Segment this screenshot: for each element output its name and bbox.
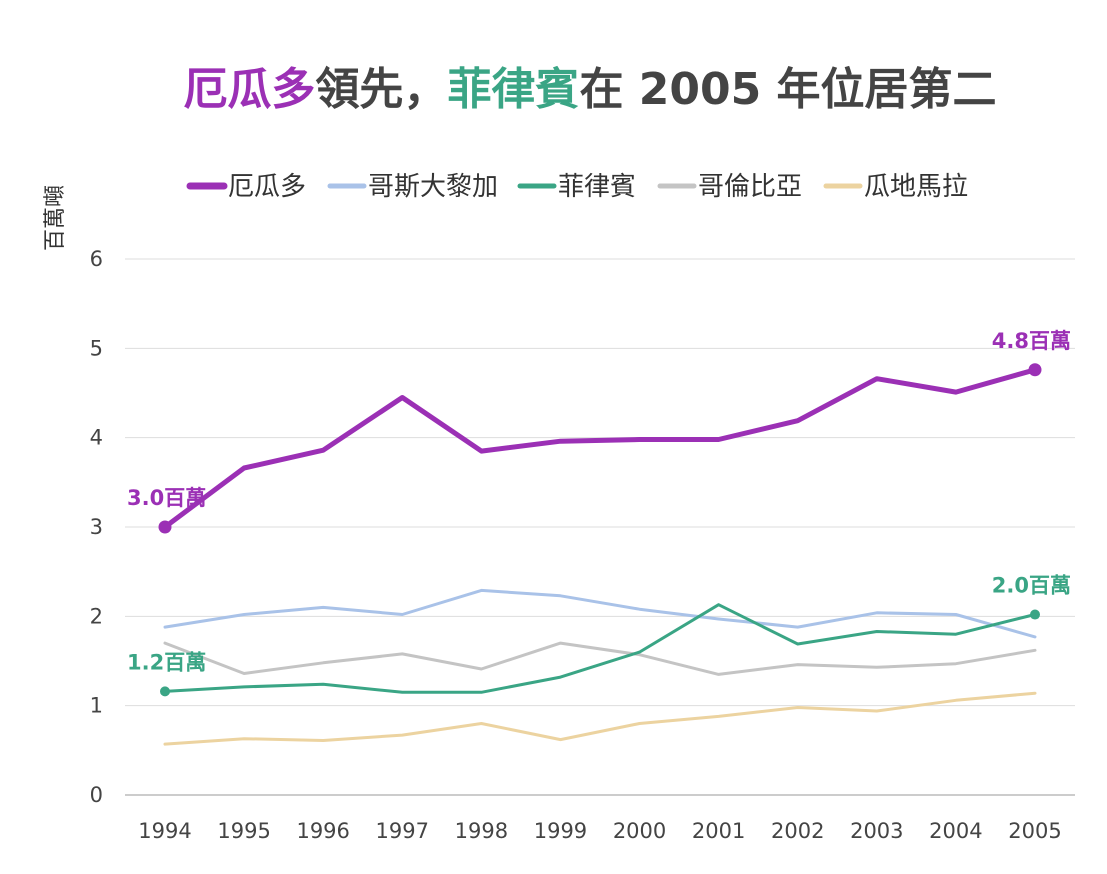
x-tick-label: 2003	[850, 819, 903, 843]
x-tick-label: 2002	[771, 819, 824, 843]
data-point-marker	[1030, 609, 1040, 620]
x-tick-label: 2004	[929, 819, 982, 843]
y-axis-ticks: 0 1 2 3 4 5 6	[90, 247, 103, 807]
x-tick-label: 1998	[455, 819, 508, 843]
data-point-marker	[1028, 363, 1042, 377]
y-axis-label: 百萬噸	[43, 185, 68, 251]
x-tick-label: 1995	[217, 819, 270, 843]
data-label: 1.2百萬	[127, 650, 206, 674]
x-tick-label: 1999	[534, 819, 587, 843]
data-annotations: 3.0百萬 4.8百萬 1.2百萬 2.0百萬	[127, 329, 1071, 697]
x-axis-ticks: 1994 1995 1996 1997 1998 1999 2000 2001 2002 2003…	[138, 819, 1061, 843]
legend: 厄瓜多 哥斯大黎加 菲律賓 哥倫比亞 瓜地馬拉	[186, 172, 968, 202]
y-tick-label: 3	[90, 515, 103, 539]
legend-label: 哥斯大黎加	[368, 172, 498, 202]
x-tick-label: 2005	[1008, 819, 1061, 843]
x-tick-label: 2000	[613, 819, 666, 843]
x-tick-label: 2001	[692, 819, 745, 843]
data-point-marker	[158, 520, 172, 534]
title-part-1: 厄瓜多	[183, 64, 315, 115]
series-line-3	[163, 641, 1037, 676]
legend-label: 哥倫比亞	[698, 172, 802, 202]
legend-label: 瓜地馬拉	[864, 172, 968, 202]
data-label: 2.0百萬	[992, 574, 1071, 598]
y-tick-label: 6	[90, 247, 103, 271]
y-tick-label: 5	[90, 336, 103, 360]
y-tick-label: 4	[90, 426, 103, 450]
legend-label: 菲律賓	[558, 172, 636, 202]
title-part-4: 在 2005 年位居第二	[579, 64, 996, 115]
x-tick-label: 1997	[376, 819, 429, 843]
y-tick-label: 0	[90, 783, 103, 807]
title-part-3: 菲律賓	[447, 64, 579, 115]
legend-label: 厄瓜多	[228, 172, 306, 202]
series-line-2	[163, 603, 1037, 694]
y-tick-label: 1	[90, 694, 103, 718]
y-tick-label: 2	[90, 604, 103, 628]
title-part-2: 領先，	[315, 64, 447, 115]
series-line-1	[163, 588, 1037, 639]
data-point-marker	[160, 686, 170, 697]
x-tick-label: 1996	[296, 819, 349, 843]
data-label: 3.0百萬	[127, 486, 206, 510]
x-tick-label: 1994	[138, 819, 191, 843]
series-line-0	[162, 367, 1038, 530]
grid	[125, 258, 1075, 796]
series-lines	[162, 367, 1038, 746]
data-label: 4.8百萬	[992, 329, 1071, 353]
chart-title: 厄瓜多領先，菲律賓在 2005 年位居第二	[183, 64, 996, 115]
series-line-4	[163, 691, 1037, 746]
